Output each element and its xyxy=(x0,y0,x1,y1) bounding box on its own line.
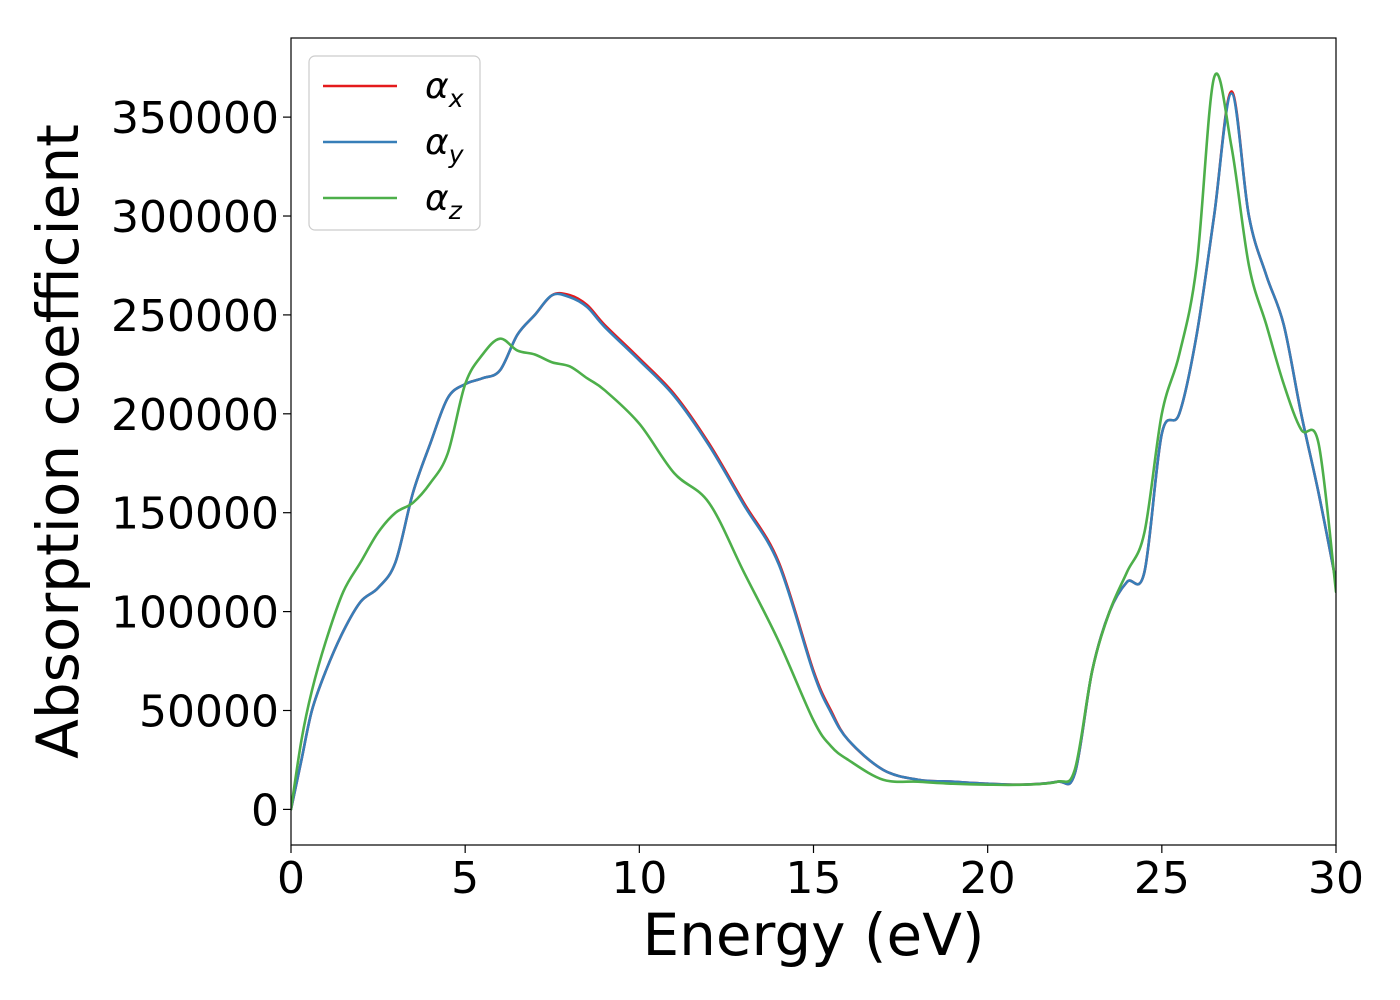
x-tick-label: 30 xyxy=(1308,853,1364,904)
legend-label-subscript: x xyxy=(448,84,464,113)
y-tick-label: 50000 xyxy=(139,687,279,738)
legend-label-subscript: y xyxy=(448,140,465,169)
y-axis-title: Absorption coefficient xyxy=(24,124,92,759)
legend-label-subscript: z xyxy=(448,196,463,225)
y-tick-label: 200000 xyxy=(111,390,279,441)
x-tick-label: 15 xyxy=(786,853,842,904)
y-tick-label: 250000 xyxy=(111,291,279,342)
x-tick-label: 20 xyxy=(960,853,1016,904)
legend-label: αy xyxy=(425,122,465,169)
plot-area xyxy=(291,72,1336,811)
x-tick-label: 0 xyxy=(277,853,305,904)
x-axis: 0 5 10 15 20 25 30 xyxy=(277,845,1364,904)
y-tick-label: 100000 xyxy=(111,588,279,639)
y-tick-label: 350000 xyxy=(111,93,279,144)
y-axis: 0 50000 100000 150000 200000 250000 300000 3500… xyxy=(111,93,291,836)
x-tick-label: 25 xyxy=(1134,853,1190,904)
legend-label: αz xyxy=(425,178,463,225)
x-tick-label: 5 xyxy=(451,853,479,904)
legend-label: αx xyxy=(425,66,464,113)
y-tick-label: 300000 xyxy=(111,192,279,243)
x-tick-label: 10 xyxy=(611,853,667,904)
series-line-z xyxy=(291,72,1336,811)
legend-label-symbol: α xyxy=(425,178,449,219)
y-tick-label: 150000 xyxy=(111,489,279,540)
legend-label-symbol: α xyxy=(425,122,449,163)
x-axis-title: Energy (eV) xyxy=(642,901,984,969)
series-line-y xyxy=(291,92,1336,811)
y-tick-label: 0 xyxy=(251,785,279,836)
legend-label-symbol: α xyxy=(425,66,449,107)
